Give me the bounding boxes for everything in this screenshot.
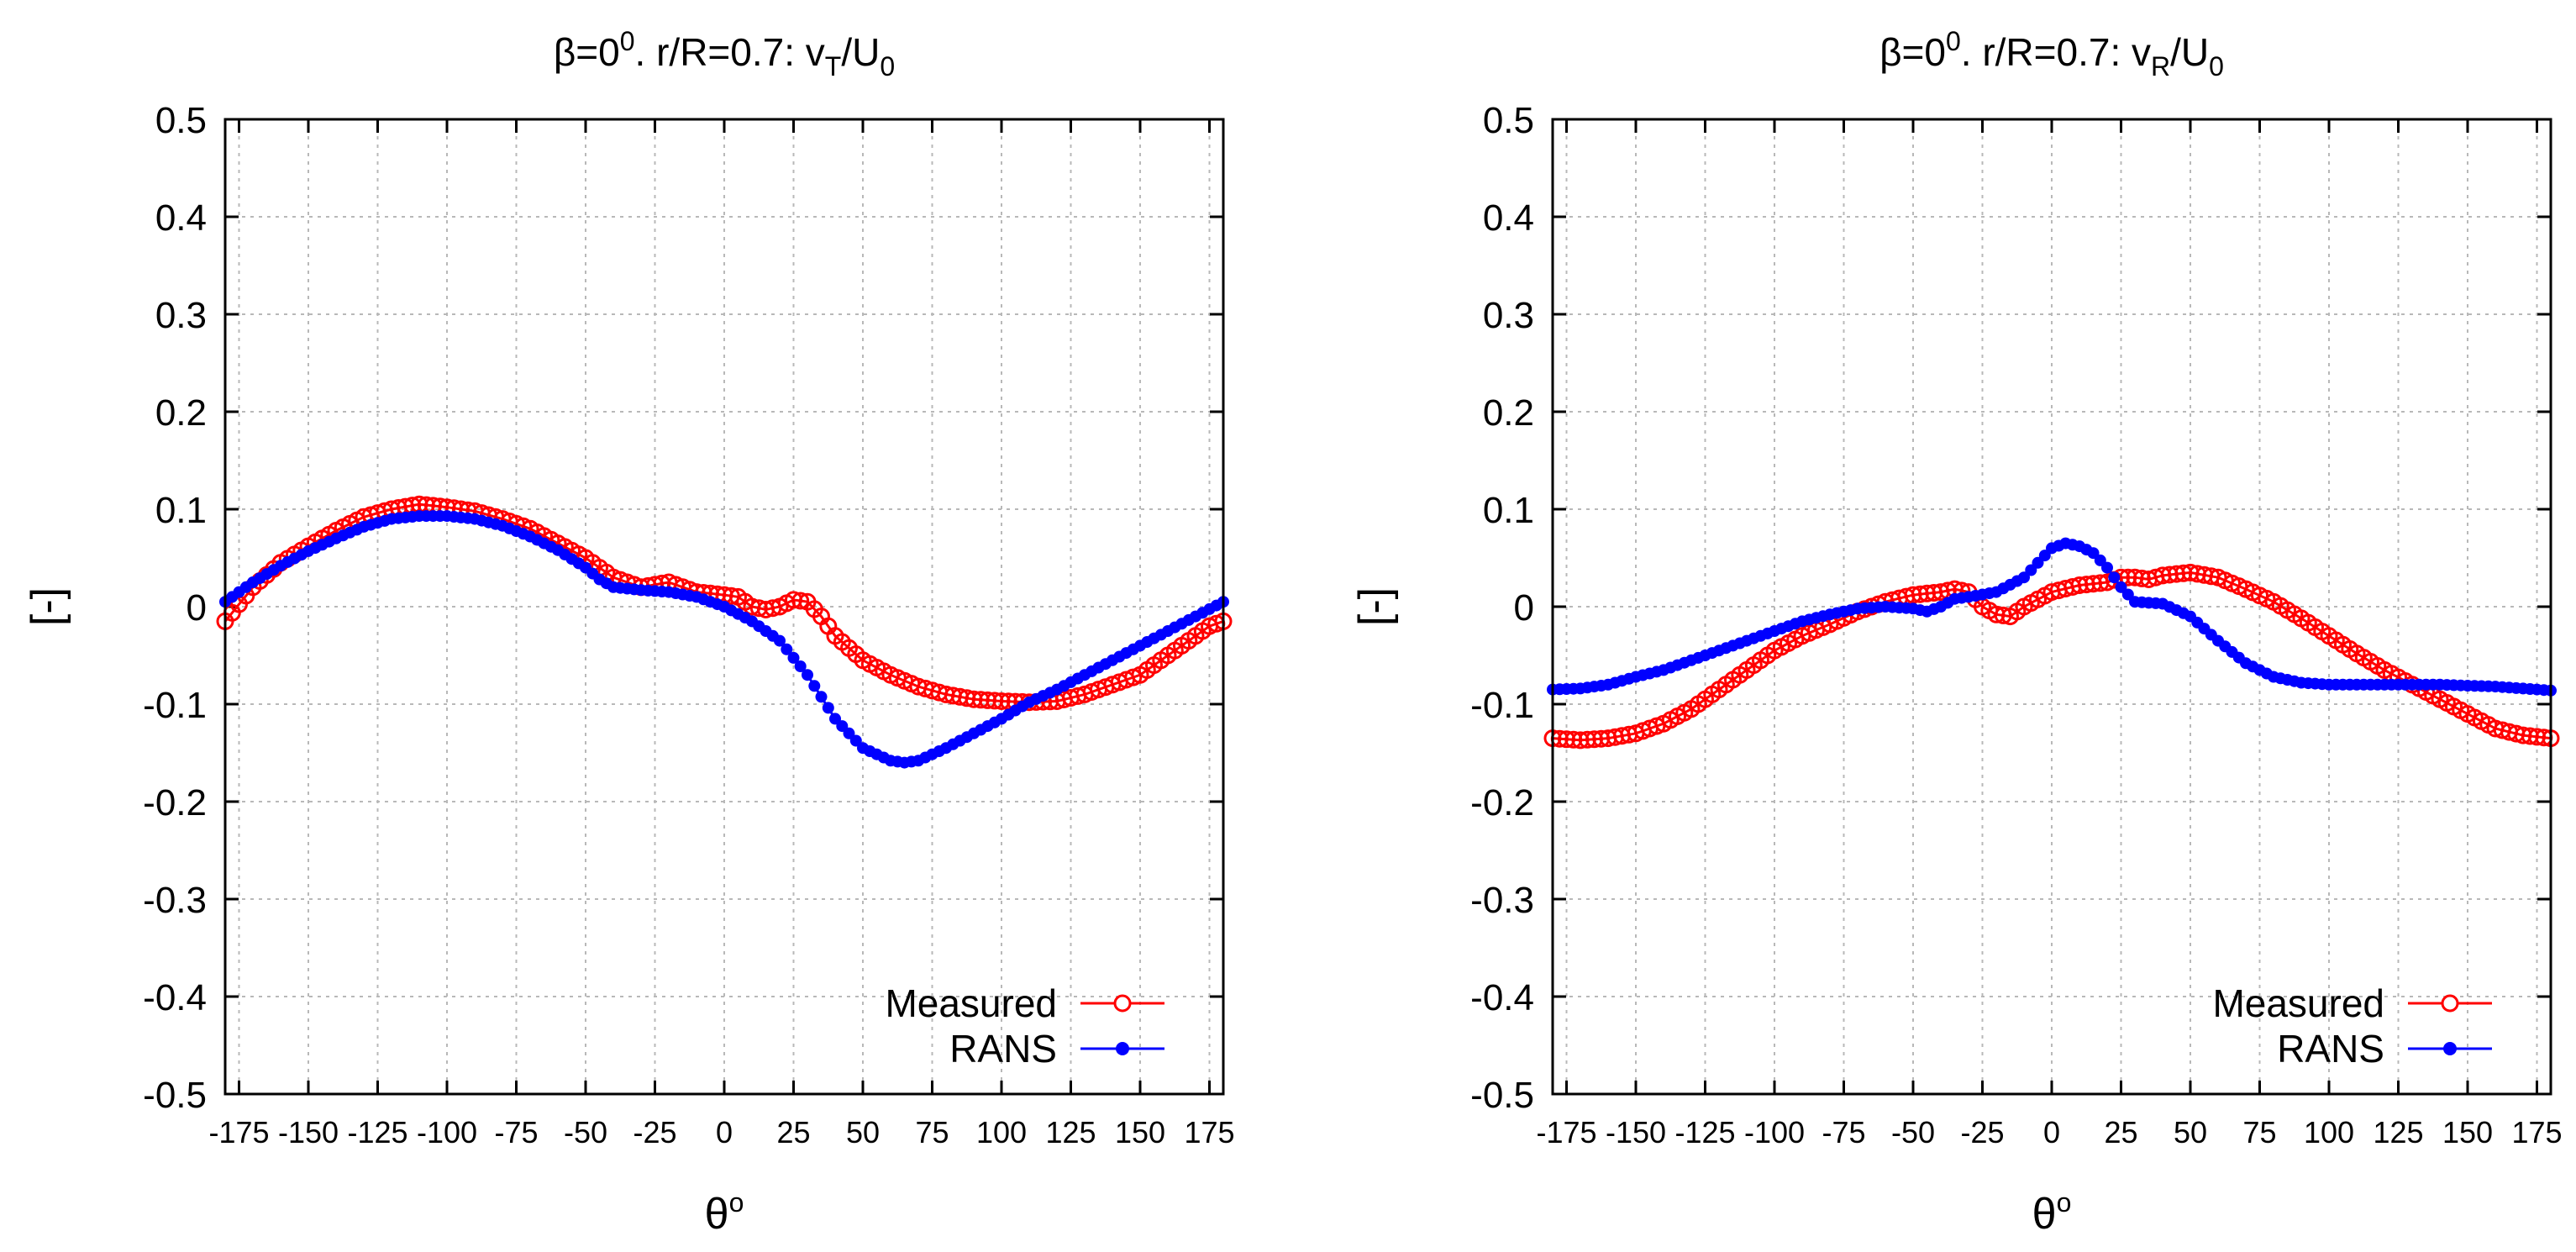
series-rans [219,510,1229,769]
chart-title: β=00. r/R=0.7: vR/U0 [1879,26,2224,82]
x-tick-label-11: 100 [2304,1115,2354,1149]
x-tick-label-9: 50 [2174,1115,2207,1149]
x-tick-label-8: 25 [2104,1115,2137,1149]
y-tick-label-0: 0.5 [1483,100,1534,141]
x-tick-label-4: -75 [494,1115,538,1149]
data-point-rans-89 [836,720,849,733]
legend-label-measured: Measured [2212,981,2384,1025]
legend-marker-measured [2441,994,2459,1013]
y-tick-label-7: -0.2 [143,782,207,823]
data-point-rans-85 [808,680,821,692]
legend-label-measured: Measured [885,981,1057,1025]
series-rans [1547,537,2557,697]
data-point-rans-71 [2038,550,2051,562]
x-tick-label-11: 100 [976,1115,1027,1149]
y-tick-label-6: -0.1 [143,685,207,726]
chart-panel-1: 0.5 0.4 0.3 0.2 0.1 0 -0.1 -0.2 -0.3 -0.4 -0.5-175… [23,26,1235,1239]
x-tick-label-2: -125 [1674,1115,1735,1149]
data-point-rans-68 [2018,571,2030,584]
x-tick-label-7: 0 [2043,1115,2060,1149]
x-tick-label-10: 75 [915,1115,949,1149]
x-tick-label-6: -25 [1960,1115,2004,1149]
data-point-rans-86 [815,691,828,703]
x-tick-label-8: 25 [776,1115,810,1149]
data-point-rans-90 [843,727,855,739]
x-axis-label: θo [2032,1187,2072,1239]
data-point-rans-78 [2087,547,2100,560]
y-tick-label-6: -0.1 [1470,685,1534,726]
data-point-rans-79 [2094,554,2106,566]
y-tick-label-1: 0.4 [155,197,207,239]
y-tick-label-5: 0 [1514,587,1534,629]
legend-marker-rans [1116,1042,1129,1055]
y-tick-label-1: 0.4 [1483,197,1534,239]
y-tick-label-3: 0.2 [155,392,207,434]
data-point-rans-88 [829,713,841,725]
x-tick-label-3: -100 [417,1115,477,1149]
x-tick-label-12: 125 [1045,1115,1096,1149]
x-tick-label-0: -175 [208,1115,269,1149]
legend-label-rans: RANS [949,1027,1057,1071]
x-tick-label-5: -50 [1891,1115,1935,1149]
x-tick-label-2: -125 [347,1115,407,1149]
y-tick-label-3: 0.2 [1483,392,1534,434]
data-point-rans-84 [802,669,813,681]
data-point-rans-70 [2032,556,2044,569]
data-point-rans-80 [774,634,786,647]
x-tick-label-7: 0 [716,1115,733,1149]
data-point-rans-69 [2025,564,2037,576]
data-point-rans-91 [849,734,862,747]
x-tick-label-13: 150 [2442,1115,2493,1149]
x-tick-label-9: 50 [846,1115,880,1149]
x-tick-label-5: -50 [564,1115,607,1149]
y-tick-label-2: 0.3 [1483,295,1534,336]
y-tick-label-5: 0 [187,587,207,629]
x-tick-label-0: -175 [1536,1115,1596,1149]
x-tick-label-12: 125 [2373,1115,2423,1149]
y-tick-label-8: -0.3 [143,880,207,921]
y-tick-label-0: 0.5 [155,100,207,141]
x-tick-label-1: -150 [278,1115,339,1149]
chart-panel-2: 0.5 0.4 0.3 0.2 0.1 0 -0.1 -0.2 -0.3 -0.4 -0.5-175… [1350,26,2563,1239]
data-point-rans-80 [2101,561,2113,574]
x-tick-label-13: 150 [1115,1115,1165,1149]
data-point-rans-83 [2121,588,2134,601]
x-tick-label-14: 175 [1184,1115,1234,1149]
data-point-rans-81 [781,643,793,655]
data-point-rans-87 [822,702,834,714]
legend-marker-measured [1113,994,1132,1013]
x-tick-label-14: 175 [2511,1115,2562,1149]
y-tick-label-10: -0.5 [143,1075,207,1116]
chart-title: β=00. r/R=0.7: vT/U0 [554,26,895,82]
y-tick-label-4: 0.1 [155,490,207,531]
plot-frame [1551,118,2552,1096]
plot-frame [223,118,1225,1096]
data-point-measured-83 [791,592,810,610]
data-point-rans-82 [2115,581,2127,593]
data-point-rans-81 [2108,571,2121,584]
x-tick-label-10: 75 [2242,1115,2276,1149]
x-axis-label: θo [705,1187,744,1239]
y-tick-label-10: -0.5 [1470,1075,1534,1116]
y-axis-label: [-] [23,587,71,626]
legend-marker-rans [2443,1042,2457,1055]
data-point-rans-82 [787,651,800,664]
y-tick-label-4: 0.1 [1483,490,1534,531]
x-tick-label-3: -100 [1744,1115,1805,1149]
data-point-rans-83 [794,660,807,672]
y-tick-label-9: -0.4 [1470,977,1534,1018]
y-tick-label-7: -0.2 [1470,782,1534,823]
y-axis-label: [-] [1350,587,1399,626]
series-measured [216,495,1233,712]
legend-label-rans: RANS [2277,1027,2384,1071]
x-tick-label-6: -25 [633,1115,676,1149]
y-tick-label-8: -0.3 [1470,880,1534,921]
x-tick-label-4: -75 [1822,1115,1865,1149]
y-tick-label-2: 0.3 [155,295,207,336]
x-tick-label-1: -150 [1606,1115,1666,1149]
y-tick-label-9: -0.4 [143,977,207,1018]
